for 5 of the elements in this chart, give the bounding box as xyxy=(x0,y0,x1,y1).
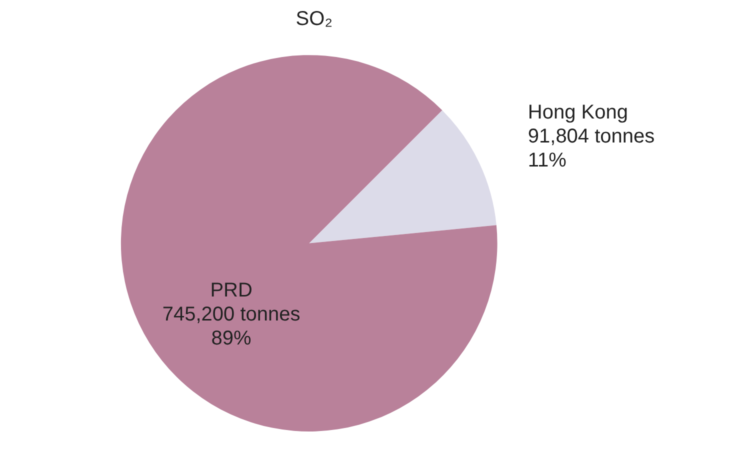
slice-label: PRD xyxy=(210,280,252,302)
data-label: 745,200 tonnes 89% xyxy=(162,304,300,350)
slice-label: Hong Kong xyxy=(528,102,628,124)
data-label: 91,804 tonnes 11% xyxy=(528,126,655,172)
chart-title: SO₂ xyxy=(296,8,332,30)
